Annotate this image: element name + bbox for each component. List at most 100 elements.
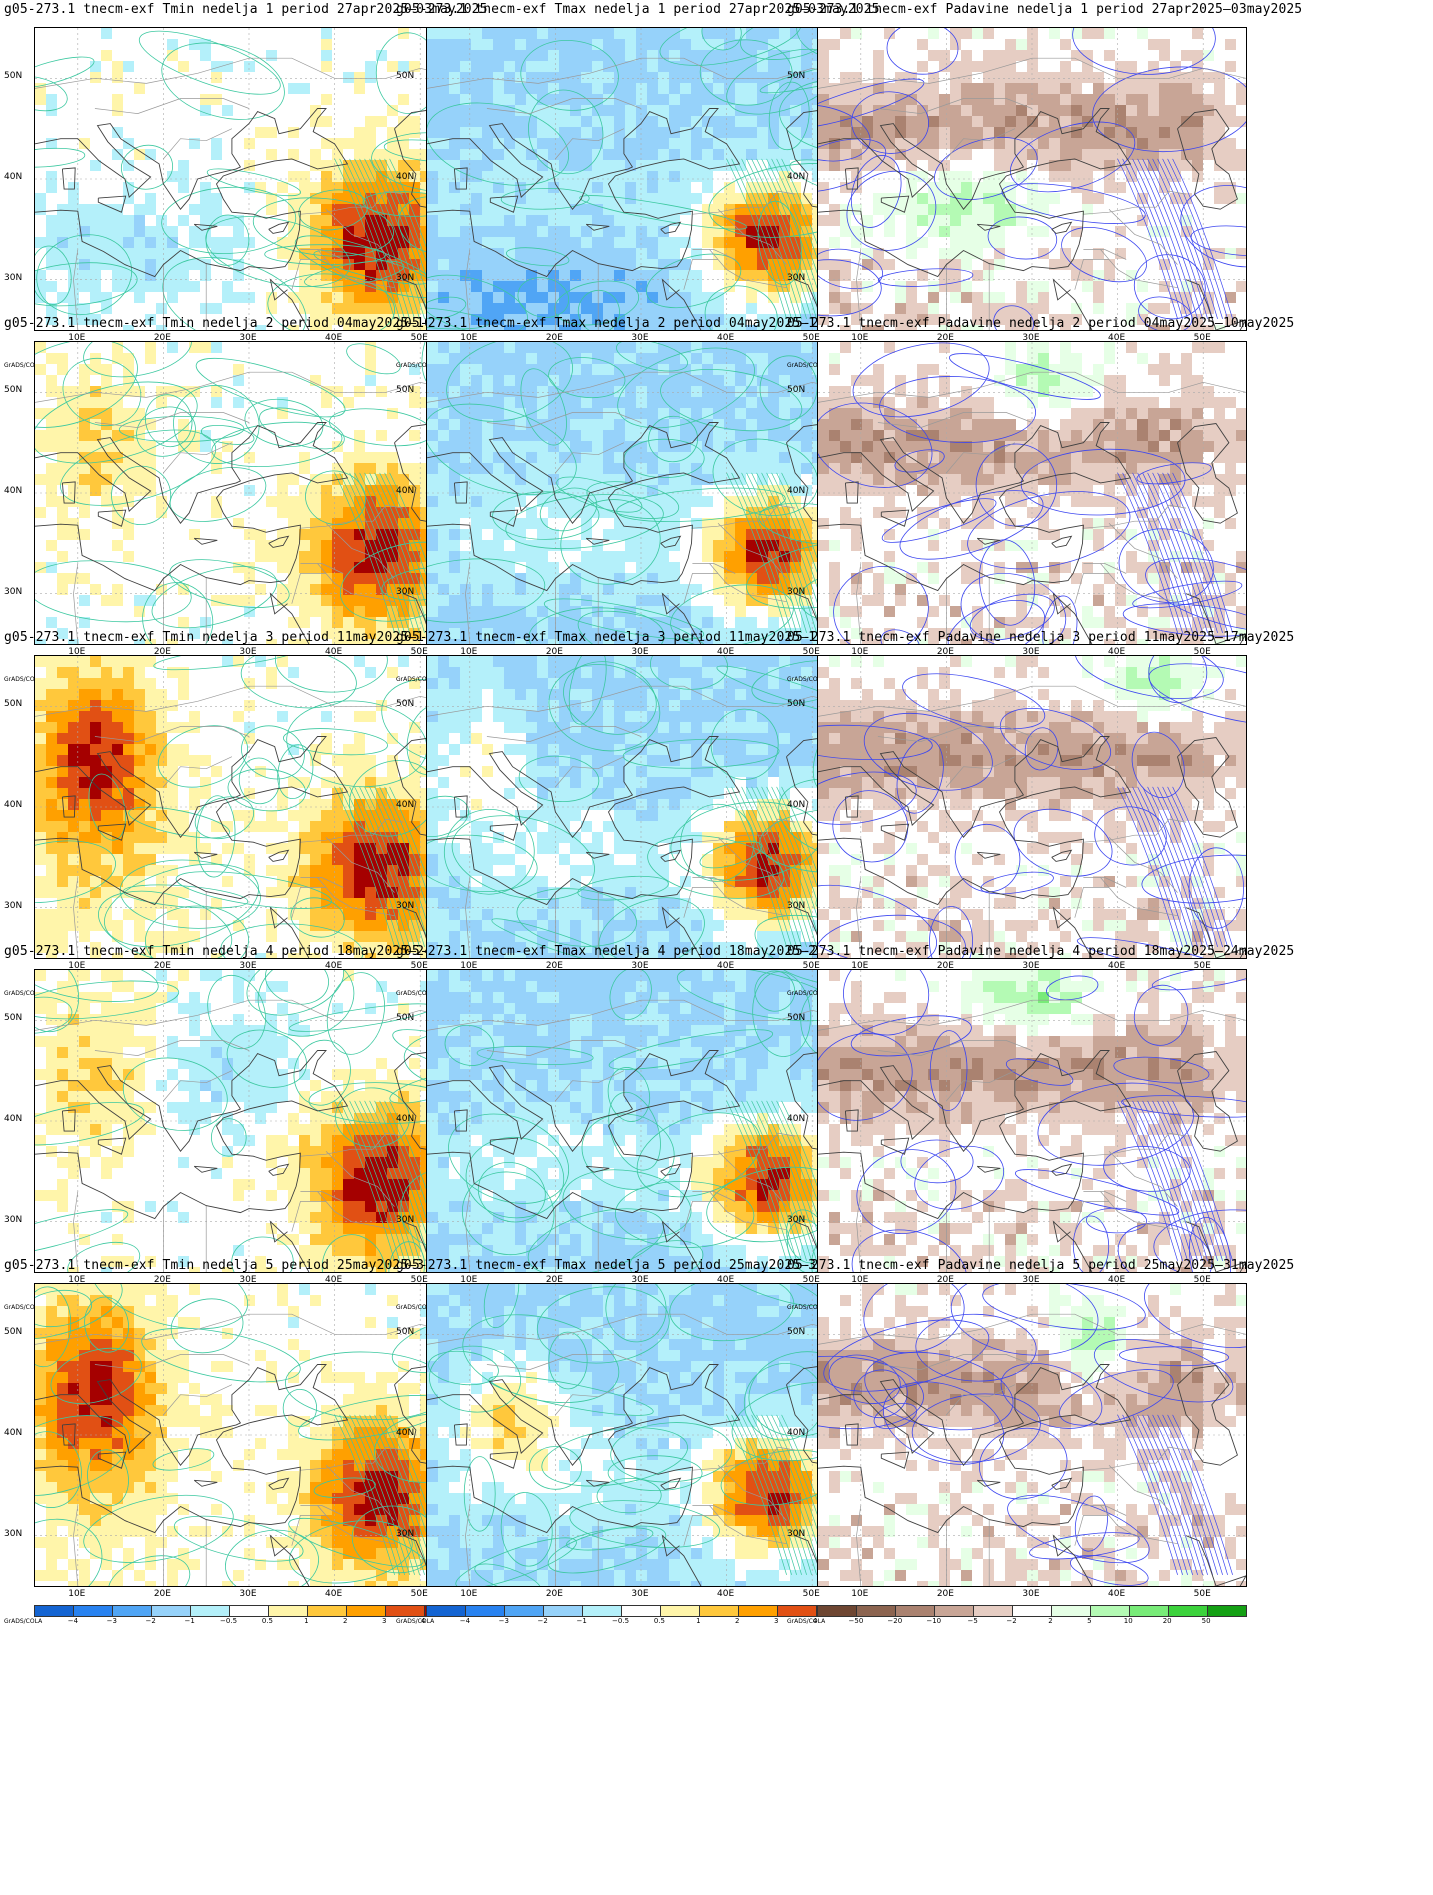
latitude-label: 30N (787, 900, 806, 911)
contour-line (151, 566, 278, 629)
contour-line (566, 1527, 654, 1551)
contour-line (528, 607, 665, 644)
contour-line (969, 593, 1055, 641)
contour-line (752, 971, 811, 1057)
longitude-label: 10E (851, 1275, 869, 1285)
contour-line (67, 1241, 141, 1272)
contour-line (881, 498, 997, 543)
contour-line (608, 1029, 774, 1070)
map-area (34, 1283, 464, 1587)
latitude-label: 40N (396, 1114, 415, 1124)
coastline (1185, 1221, 1246, 1272)
contour-line (349, 786, 410, 947)
contour-line (577, 875, 669, 901)
coastline (193, 1165, 218, 1173)
colorbar-label: −3 (106, 1617, 117, 1625)
grads-credit: GrADS/COLA (4, 676, 43, 683)
contour-line (704, 285, 778, 330)
contour-line (614, 1180, 755, 1249)
contour-line (240, 656, 357, 709)
longitude-label: 30E (631, 1589, 649, 1599)
longitude-label: 20E (936, 647, 954, 657)
contour-line (334, 1100, 395, 1261)
contour-line (364, 1100, 425, 1261)
latitude-label: 50N (396, 385, 415, 396)
coastline (1051, 1477, 1073, 1490)
longitude-label: 10E (68, 1275, 86, 1285)
contour-line (736, 1414, 797, 1575)
contour-line (84, 1296, 129, 1353)
longitude-label: 10E (851, 333, 869, 343)
contour-line (227, 768, 306, 812)
contour-line (886, 28, 959, 75)
contour-line (761, 1414, 822, 1575)
longitude-label: 20E (936, 333, 954, 343)
contour-line (349, 158, 410, 319)
colorbar-swatch (74, 1606, 113, 1616)
contour-line (520, 40, 619, 111)
pad-map-panel-week-5: 05-273.1 tnecm-exf Padavine nedelja 5 pe… (783, 1256, 1294, 1635)
contour-line (157, 725, 248, 788)
contour-line (669, 1284, 795, 1342)
contour-line (175, 871, 332, 909)
contour-line (277, 744, 314, 800)
contour-line (267, 273, 395, 330)
coastline (193, 851, 218, 859)
grads-credit: GrADS/COLA (787, 362, 826, 369)
contour-line (334, 786, 395, 947)
contour-line (900, 1139, 974, 1184)
contour-line (427, 403, 577, 495)
contour-line (1142, 1414, 1203, 1575)
contour-line (610, 1422, 733, 1483)
contour-line (35, 840, 116, 903)
coastline (427, 108, 741, 278)
contour-line (427, 834, 538, 893)
contour-line (879, 376, 1037, 443)
coastline (193, 537, 218, 545)
map-title: g05-273.1 tnecm-exf Tmin nedelja 1 perio… (4, 2, 488, 17)
tmin-map-panel-week-4: g05-273.1 tnecm-exf Tmin nedelja 4 perio… (0, 942, 487, 1321)
latitude-label: 50N (396, 71, 415, 82)
coastline (427, 736, 741, 906)
contour-line (326, 972, 385, 1055)
contour-line (1117, 786, 1178, 947)
contour-line (934, 137, 1038, 200)
coastline (489, 1137, 519, 1155)
longitude-label: 20E (153, 333, 171, 343)
contour-line (1119, 1346, 1229, 1367)
coastline (61, 481, 76, 504)
colorbar-swatch (1130, 1606, 1169, 1616)
contour-line (35, 1431, 82, 1508)
coastline (268, 1477, 290, 1490)
pad-map-panel-week-2: 05-273.1 tnecm-exf Padavine nedelja 2 pe… (783, 314, 1294, 693)
longitude-label: 50E (1193, 647, 1211, 657)
colorbar-swatch (1208, 1606, 1246, 1616)
longitude-label: 20E (936, 1275, 954, 1285)
contour-line (756, 786, 817, 947)
contour-line (899, 490, 1044, 560)
latitude-label: 50N (787, 1013, 806, 1024)
contour-line (128, 806, 230, 839)
contour-line (832, 790, 909, 863)
longitude-label: 20E (545, 333, 563, 343)
contour-line (581, 1113, 675, 1190)
tmin-map-panel-week-3: g05-273.1 tnecm-exf Tmin nedelja 3 perio… (0, 628, 487, 1007)
contour-line (915, 1313, 1037, 1382)
coastline (489, 195, 519, 213)
contour-line (1153, 1209, 1246, 1272)
contour-line (488, 1375, 654, 1416)
contour-line (35, 56, 95, 89)
contour-line (1127, 1414, 1188, 1575)
contour-line (1093, 1339, 1234, 1403)
coastline (97, 509, 127, 527)
colorbar-swatch (544, 1606, 583, 1616)
longitude-label: 40E (1108, 647, 1126, 657)
colorbar-label: 4 (812, 1617, 818, 1625)
contour-line (554, 280, 640, 326)
longitude-label: 20E (545, 961, 563, 971)
colorbar-swatch (622, 1606, 661, 1616)
coastline (844, 1109, 859, 1132)
contour-line (948, 353, 1101, 400)
latitude-label: 50N (4, 1327, 23, 1338)
contour-line (244, 398, 324, 447)
